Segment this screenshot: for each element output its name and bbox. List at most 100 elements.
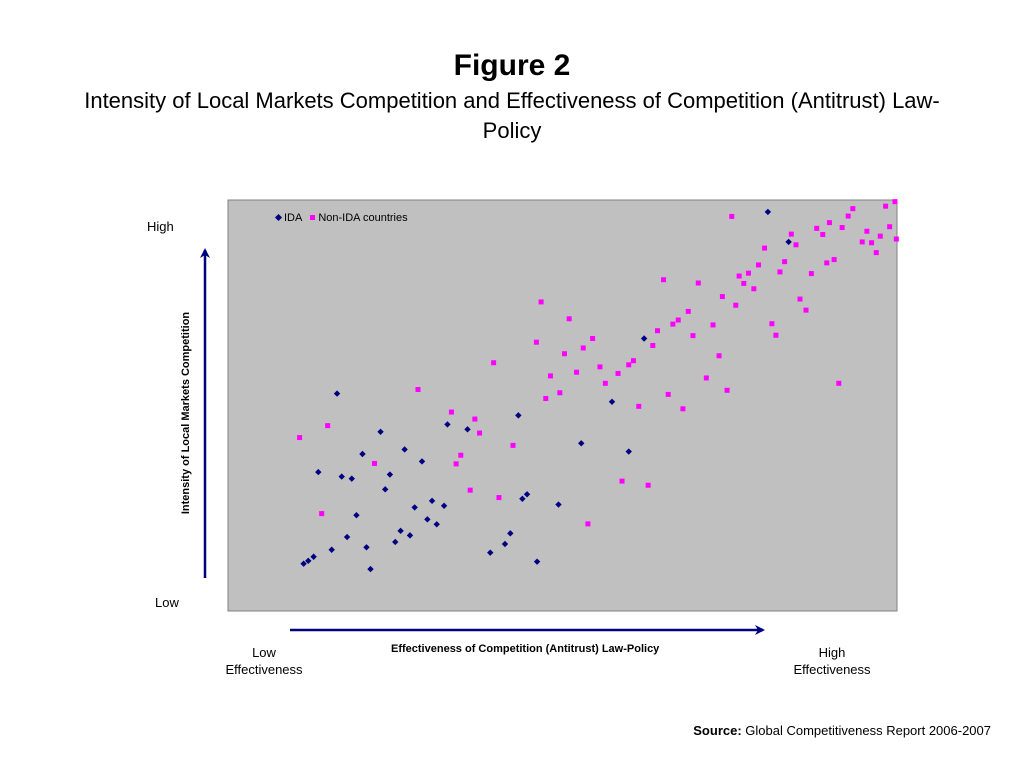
ida-point — [315, 468, 322, 476]
ida-point — [411, 504, 418, 511]
non-ida-point — [547, 373, 553, 379]
non-ida-point — [695, 280, 701, 286]
ida-point — [608, 398, 616, 406]
ida-point — [440, 502, 448, 509]
ida-point — [785, 238, 792, 246]
non-ida-point — [650, 342, 656, 348]
ida-point — [300, 560, 307, 567]
ida-point — [555, 501, 562, 508]
ida-point — [359, 450, 366, 458]
ida-point — [501, 540, 509, 548]
non-ida-point — [745, 270, 751, 276]
non-ida-point — [887, 224, 893, 230]
non-ida-point — [869, 240, 875, 246]
ida-point — [401, 446, 408, 453]
non-ida-point — [716, 353, 722, 359]
ida-point — [353, 512, 360, 519]
non-ida-point — [793, 242, 799, 248]
non-ida-point — [719, 294, 725, 300]
non-ida-point — [733, 302, 739, 308]
non-ida-point — [831, 257, 837, 263]
non-ida-point — [685, 308, 691, 314]
ida-point — [507, 530, 514, 537]
non-ida-point — [803, 307, 809, 313]
legend: IDA Non-IDA countries — [274, 211, 408, 225]
non-ida-point — [751, 286, 757, 292]
ida-point — [424, 516, 431, 523]
y-axis-low-label: Low — [155, 595, 179, 610]
non-ida-point — [788, 231, 794, 237]
non-ida-point — [543, 396, 549, 402]
non-ida-point — [859, 239, 865, 245]
non-ida-point — [453, 461, 459, 467]
legend-ida-marker — [274, 213, 283, 221]
ida-point — [519, 495, 526, 502]
non-ida-point — [824, 260, 830, 266]
non-ida-point — [510, 442, 516, 448]
non-ida-point — [574, 369, 580, 375]
non-ida-point — [724, 387, 730, 393]
non-ida-point — [557, 390, 563, 396]
ida-point — [406, 532, 414, 539]
non-ida-point — [756, 262, 762, 268]
ida-point — [464, 426, 471, 433]
ida-point — [338, 473, 345, 480]
non-ida-point — [491, 360, 497, 366]
non-ida-point — [839, 225, 845, 231]
non-ida-point — [597, 364, 603, 370]
non-ida-point — [877, 233, 883, 239]
source-label: Source: — [693, 723, 742, 738]
non-ida-point — [773, 332, 779, 338]
non-ida-point — [325, 423, 331, 429]
legend-non-ida-marker — [310, 214, 316, 220]
ida-point — [310, 553, 317, 560]
non-ida-point — [820, 232, 826, 238]
ida-point — [523, 491, 531, 498]
non-ida-point — [736, 273, 742, 279]
ida-point — [764, 208, 772, 216]
ida-point — [377, 428, 384, 436]
ida-point — [578, 440, 585, 447]
ida-point — [382, 486, 389, 493]
y-axis-title: Intensity of Local Markets Competition — [180, 311, 192, 515]
non-ida-point — [415, 386, 421, 392]
ida-point — [386, 471, 394, 478]
non-ida-point — [850, 206, 856, 212]
legend-ida-label: IDA — [284, 212, 303, 224]
non-ida-point — [297, 435, 303, 441]
non-ida-point — [319, 511, 325, 517]
non-ida-point — [458, 452, 464, 458]
non-ida-point — [630, 358, 636, 364]
non-ida-point — [690, 333, 696, 339]
non-ida-point — [670, 321, 676, 327]
non-ida-point — [645, 482, 651, 488]
plot-area — [227, 199, 898, 612]
ida-point — [392, 538, 399, 546]
ida-point — [487, 549, 494, 556]
non-ida-point — [661, 277, 667, 283]
non-ida-point — [626, 362, 632, 368]
ida-point — [397, 527, 404, 535]
non-ida-point — [864, 228, 870, 234]
non-ida-point — [636, 403, 642, 409]
legend-non-ida-label: Non-IDA countries — [318, 212, 408, 224]
ida-point — [363, 544, 370, 551]
ida-point — [444, 421, 451, 428]
non-ida-point — [654, 328, 660, 334]
non-ida-point — [496, 495, 502, 501]
ida-point — [328, 546, 335, 553]
non-ida-point — [883, 203, 889, 209]
non-ida-point — [580, 345, 586, 351]
ida-point — [640, 335, 648, 342]
non-ida-point — [448, 409, 454, 415]
non-ida-point — [585, 521, 591, 527]
non-ida-point — [845, 213, 851, 219]
non-ida-point — [665, 391, 671, 397]
ida-point — [625, 448, 632, 455]
y-axis-high-label: High — [147, 219, 174, 234]
ida-point — [367, 565, 374, 573]
non-ida-point — [729, 213, 735, 219]
non-ida-point — [836, 380, 842, 386]
non-ida-point — [814, 225, 820, 231]
